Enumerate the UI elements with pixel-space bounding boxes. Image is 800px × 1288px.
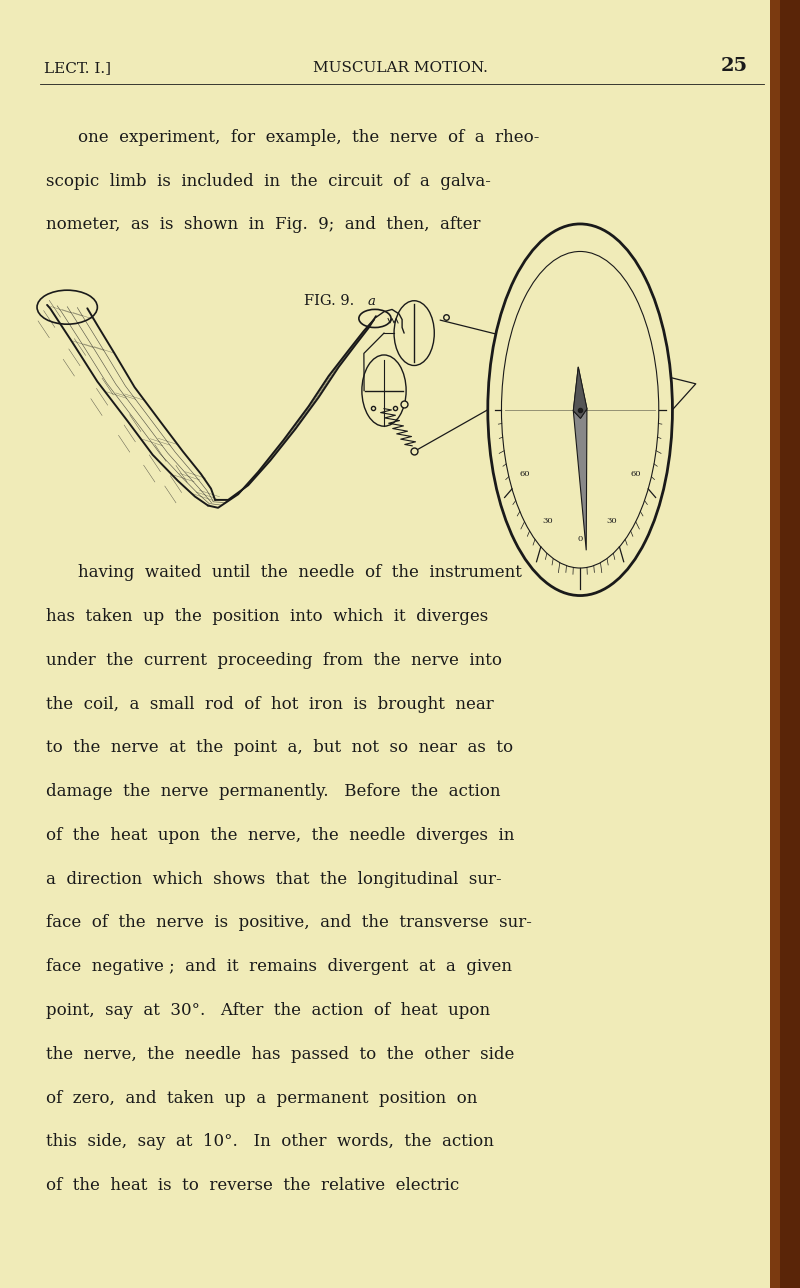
Text: face  of  the  nerve  is  positive,  and  the  transverse  sur-: face of the nerve is positive, and the t…	[46, 914, 532, 931]
Text: 0: 0	[578, 535, 582, 542]
Text: point,  say  at  30°.   After  the  action  of  heat  upon: point, say at 30°. After the action of h…	[46, 1002, 490, 1019]
Text: the  coil,  a  small  rod  of  hot  iron  is  brought  near: the coil, a small rod of hot iron is bro…	[46, 696, 494, 712]
Text: one  experiment,  for  example,  the  nerve  of  a  rheo-: one experiment, for example, the nerve o…	[78, 129, 540, 146]
Polygon shape	[574, 367, 587, 419]
Text: to  the  nerve  at  the  point  a,  but  not  so  near  as  to: to the nerve at the point a, but not so …	[46, 739, 514, 756]
Text: 60: 60	[519, 470, 530, 478]
Text: 25: 25	[721, 58, 748, 75]
Text: face  negative ;  and  it  remains  divergent  at  a  given: face negative ; and it remains divergent…	[46, 958, 512, 975]
Text: having  waited  until  the  needle  of  the  instrument: having waited until the needle of the in…	[78, 564, 522, 581]
Text: the  nerve,  the  needle  has  passed  to  the  other  side: the nerve, the needle has passed to the …	[46, 1046, 514, 1063]
Text: 60: 60	[630, 470, 641, 478]
Text: 30: 30	[607, 518, 618, 526]
Text: under  the  current  proceeding  from  the  nerve  into: under the current proceeding from the ne…	[46, 652, 502, 668]
Ellipse shape	[502, 251, 658, 568]
Text: FIG. 9.: FIG. 9.	[304, 294, 354, 308]
Text: of  zero,  and  taken  up  a  permanent  position  on: of zero, and taken up a permanent positi…	[46, 1090, 478, 1106]
Text: a: a	[368, 295, 376, 308]
Ellipse shape	[488, 224, 673, 595]
Text: a  direction  which  shows  that  the  longitudinal  sur-: a direction which shows that the longitu…	[46, 871, 502, 887]
Text: MUSCULAR MOTION.: MUSCULAR MOTION.	[313, 62, 487, 75]
Text: LECT. I.]: LECT. I.]	[44, 62, 111, 75]
Text: this  side,  say  at  10°.   In  other  words,  the  action: this side, say at 10°. In other words, t…	[46, 1133, 494, 1150]
Text: of  the  heat  is  to  reverse  the  relative  electric: of the heat is to reverse the relative e…	[46, 1177, 460, 1194]
Text: has  taken  up  the  position  into  which  it  diverges: has taken up the position into which it …	[46, 608, 489, 625]
Text: nometer,  as  is  shown  in  Fig.  9;  and  then,  after: nometer, as is shown in Fig. 9; and then…	[46, 216, 481, 233]
Text: damage  the  nerve  permanently.   Before  the  action: damage the nerve permanently. Before the…	[46, 783, 501, 800]
Bar	[780, 0, 800, 1288]
Text: 30: 30	[542, 518, 554, 526]
Text: scopic  limb  is  included  in  the  circuit  of  a  galva-: scopic limb is included in the circuit o…	[46, 173, 491, 189]
Polygon shape	[574, 408, 587, 550]
Bar	[770, 0, 800, 1288]
Polygon shape	[574, 367, 587, 419]
Text: of  the  heat  upon  the  nerve,  the  needle  diverges  in: of the heat upon the nerve, the needle d…	[46, 827, 514, 844]
